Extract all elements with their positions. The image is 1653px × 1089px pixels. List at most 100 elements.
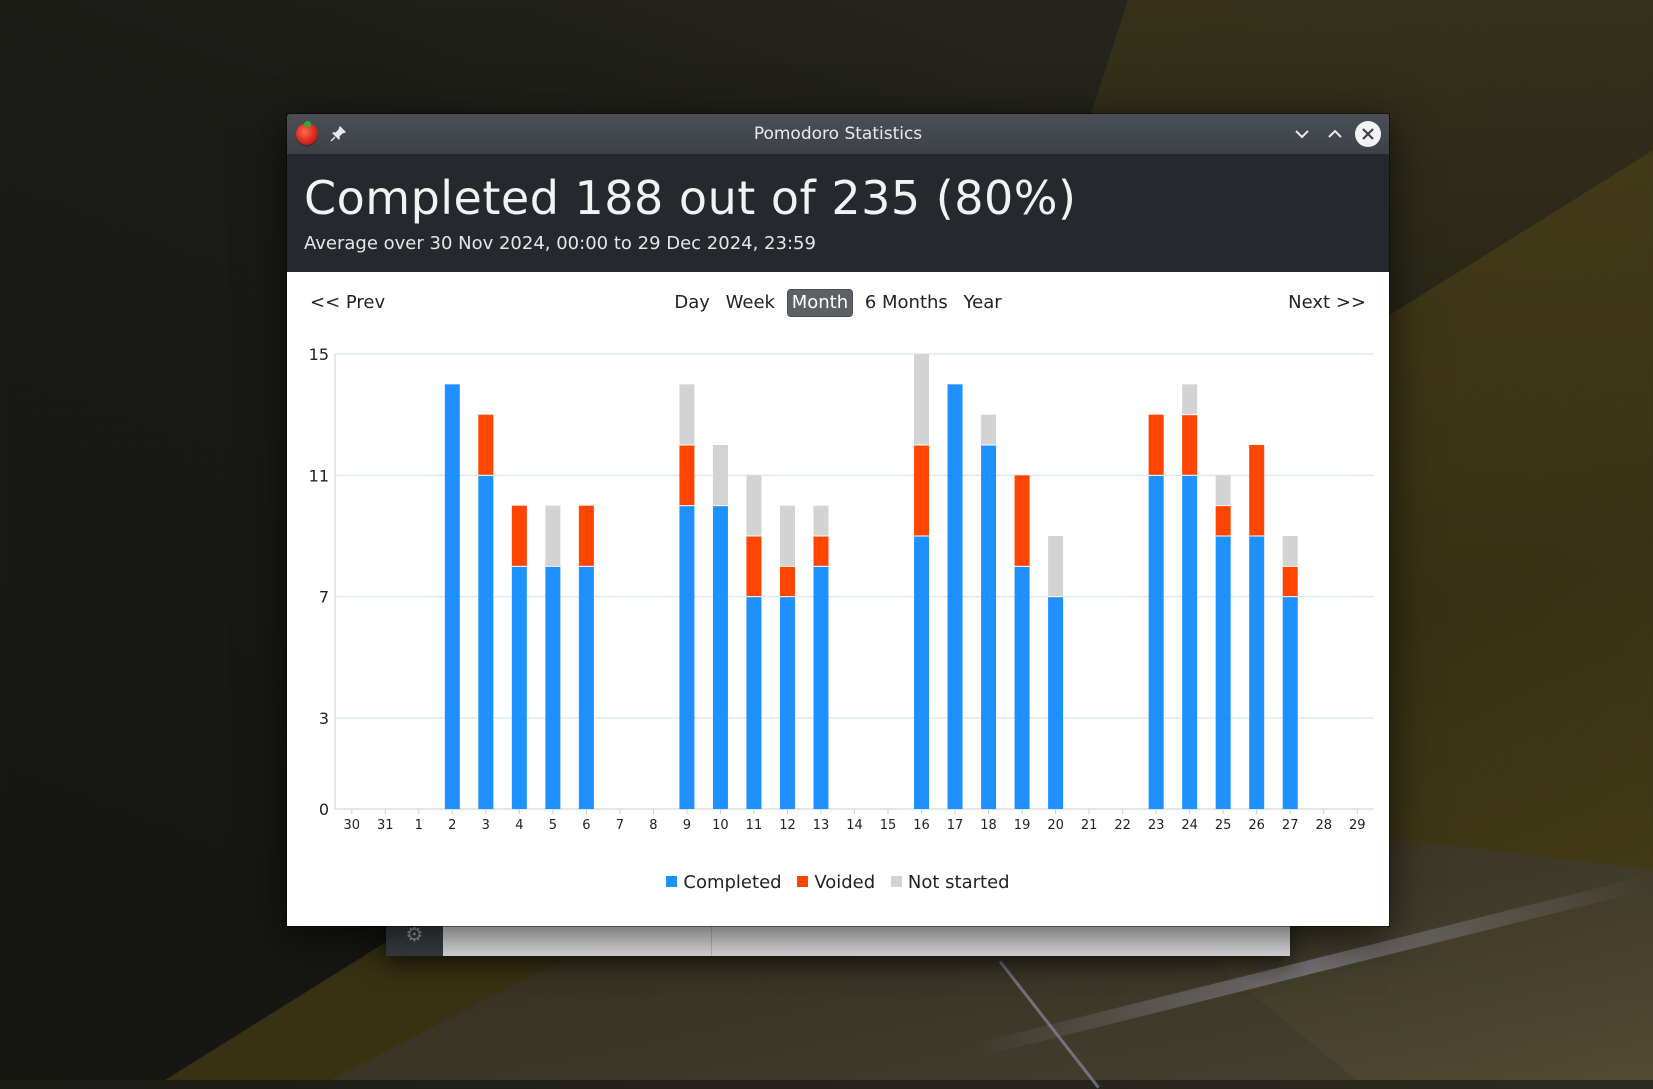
bar-not-started xyxy=(1215,475,1231,506)
pane-divider xyxy=(711,911,712,956)
bar-voided xyxy=(1148,414,1164,476)
x-tick-label: 26 xyxy=(1248,818,1265,833)
bar-voided xyxy=(813,536,829,567)
x-tick-label: 31 xyxy=(377,818,394,833)
bar-voided xyxy=(779,566,795,597)
settings-icon[interactable]: ⚙ xyxy=(386,911,443,956)
y-tick-label: 15 xyxy=(309,345,329,364)
bar-voided xyxy=(1014,475,1030,567)
range-day-button[interactable]: Day xyxy=(674,292,710,313)
x-tick-label: 9 xyxy=(683,818,691,833)
x-tick-label: 21 xyxy=(1081,818,1098,833)
bar-completed xyxy=(1148,475,1164,809)
x-tick-label: 5 xyxy=(549,818,557,833)
bar-completed xyxy=(679,505,695,809)
bar-completed xyxy=(1215,536,1231,809)
bar-not-started xyxy=(1048,536,1064,597)
close-button[interactable] xyxy=(1355,121,1381,147)
y-tick-label: 3 xyxy=(319,709,329,728)
x-tick-label: 10 xyxy=(712,818,729,833)
bar-voided xyxy=(914,445,930,536)
x-tick-label: 18 xyxy=(980,818,997,833)
bar-not-started xyxy=(981,414,997,445)
statistics-window: Pomodoro Statistics Completed 188 out of… xyxy=(287,114,1389,926)
bar-completed xyxy=(1282,596,1298,809)
bar-completed xyxy=(545,566,561,809)
y-tick-label: 7 xyxy=(319,588,329,607)
x-tick-label: 14 xyxy=(846,818,863,833)
completion-summary: Completed 188 out of 235 (80%) xyxy=(304,171,1077,225)
x-tick-label: 17 xyxy=(947,818,964,833)
tomato-app-icon[interactable] xyxy=(296,121,318,145)
bar-voided xyxy=(1249,445,1265,536)
bar-not-started xyxy=(545,505,561,567)
pin-icon[interactable] xyxy=(329,125,347,143)
legend-swatch-completed xyxy=(666,876,678,887)
y-tick-label: 0 xyxy=(319,800,329,819)
summary-header: Completed 188 out of 235 (80%) Average o… xyxy=(287,154,1389,272)
range-week-button[interactable]: Week xyxy=(725,292,775,313)
x-tick-label: 8 xyxy=(649,818,657,833)
y-tick-label: 11 xyxy=(309,466,329,485)
legend-label: Completed xyxy=(683,872,782,893)
chart-legend: Completed Voided Not started xyxy=(287,872,1389,893)
bar-completed xyxy=(1249,536,1265,809)
bar-completed xyxy=(746,596,762,809)
bar-not-started xyxy=(914,354,930,445)
bar-not-started xyxy=(779,505,795,567)
bar-not-started xyxy=(1282,536,1298,567)
bar-not-started xyxy=(813,505,829,536)
x-tick-label: 20 xyxy=(1047,818,1064,833)
bar-not-started xyxy=(746,475,762,536)
x-tick-label: 13 xyxy=(813,818,830,833)
bar-completed xyxy=(444,384,460,809)
legend-label: Voided xyxy=(814,872,876,893)
bar-completed xyxy=(1048,596,1064,809)
minimize-button[interactable] xyxy=(1290,122,1314,146)
x-tick-label: 25 xyxy=(1215,818,1232,833)
window-title: Pomodoro Statistics xyxy=(753,124,923,144)
x-tick-label: 23 xyxy=(1148,818,1165,833)
range-selector: Day Week Month 6 Months Year xyxy=(287,289,1389,317)
bar-completed xyxy=(1014,566,1030,809)
next-button[interactable]: Next >> xyxy=(1288,292,1366,313)
bar-completed xyxy=(947,384,963,809)
bar-completed xyxy=(478,475,494,809)
x-tick-label: 30 xyxy=(343,818,360,833)
bar-not-started xyxy=(679,384,695,445)
legend-swatch-voided xyxy=(797,876,809,887)
bar-completed xyxy=(914,536,930,809)
bar-not-started xyxy=(712,445,728,506)
x-tick-label: 29 xyxy=(1349,818,1366,833)
x-tick-label: 19 xyxy=(1014,818,1031,833)
bar-voided xyxy=(1282,566,1298,597)
x-tick-label: 11 xyxy=(746,818,763,833)
bar-voided xyxy=(1215,505,1231,536)
x-tick-label: 15 xyxy=(880,818,897,833)
bar-completed xyxy=(511,566,527,809)
range-month-button[interactable]: Month xyxy=(786,289,854,317)
x-tick-label: 27 xyxy=(1282,818,1299,833)
x-tick-label: 16 xyxy=(913,818,930,833)
x-tick-label: 12 xyxy=(779,818,796,833)
range-year-button[interactable]: Year xyxy=(963,292,1002,313)
bar-voided xyxy=(511,505,527,567)
bar-completed xyxy=(578,566,594,809)
legend-swatch-not-started xyxy=(890,876,902,887)
maximize-button[interactable] xyxy=(1323,122,1347,146)
x-tick-label: 4 xyxy=(515,818,523,833)
bar-completed xyxy=(1182,475,1198,809)
bar-voided xyxy=(578,505,594,567)
range-6-months-button[interactable]: 6 Months xyxy=(864,292,948,313)
bar-not-started xyxy=(1182,384,1198,415)
legend-completed: Completed xyxy=(666,872,782,893)
bar-voided xyxy=(746,536,762,597)
prev-button[interactable]: << Prev xyxy=(310,292,386,313)
title-bar[interactable]: Pomodoro Statistics xyxy=(287,114,1389,154)
x-tick-label: 7 xyxy=(616,818,624,833)
bar-completed xyxy=(981,445,997,809)
legend-voided: Voided xyxy=(797,872,875,893)
bar-voided xyxy=(1182,414,1198,476)
legend-not-started: Not started xyxy=(890,872,1010,893)
x-tick-label: 2 xyxy=(448,818,456,833)
